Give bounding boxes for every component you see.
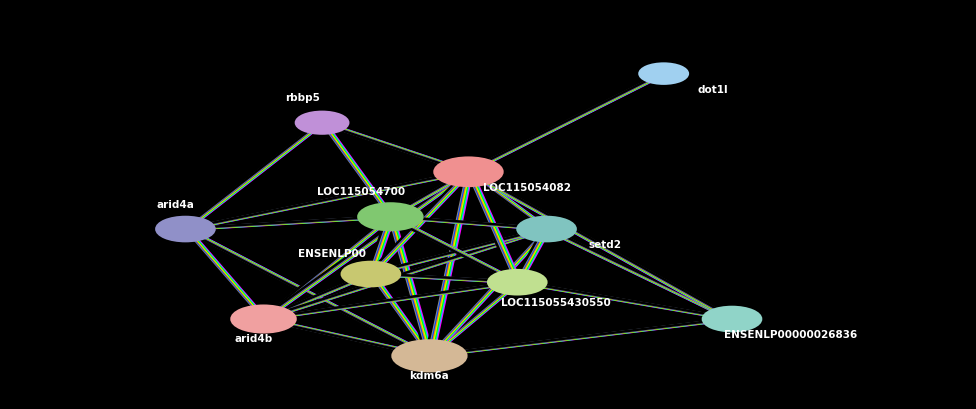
Circle shape [703, 307, 761, 331]
Circle shape [156, 217, 215, 241]
Circle shape [434, 157, 503, 186]
Text: arid4a: arid4a [157, 200, 194, 209]
Text: arid4b: arid4b [234, 335, 273, 344]
Circle shape [296, 112, 348, 134]
Text: LOC115054700: LOC115054700 [317, 187, 405, 197]
Circle shape [358, 203, 423, 230]
Circle shape [342, 262, 400, 286]
Text: dot1l: dot1l [697, 85, 728, 95]
Circle shape [639, 63, 688, 84]
Circle shape [517, 217, 576, 241]
Text: ENSENLP00: ENSENLP00 [298, 249, 366, 258]
Text: LOC115054082: LOC115054082 [483, 183, 571, 193]
Text: ENSENLP00000026836: ENSENLP00000026836 [724, 330, 857, 340]
Circle shape [392, 340, 467, 371]
Text: LOC115055430550: LOC115055430550 [502, 298, 611, 308]
Text: rbbp5: rbbp5 [285, 93, 320, 103]
Circle shape [488, 270, 547, 294]
Text: kdm6a: kdm6a [410, 371, 449, 381]
Text: setd2: setd2 [589, 240, 622, 250]
Circle shape [231, 306, 296, 333]
